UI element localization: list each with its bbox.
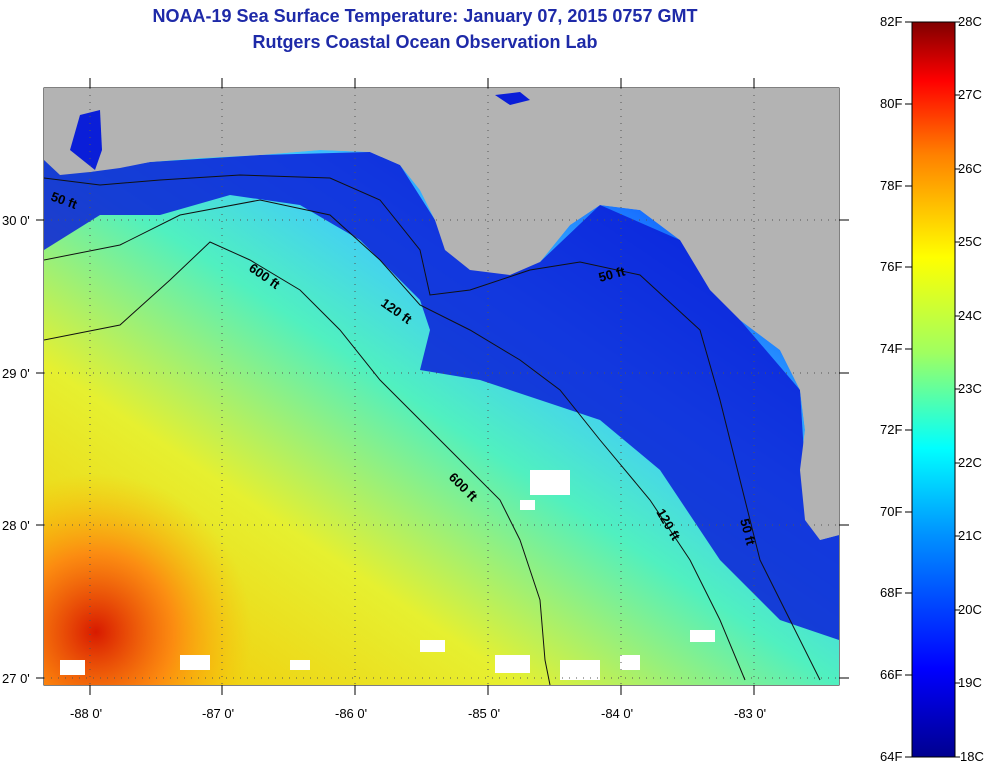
bay-shape: [495, 92, 530, 105]
y-tick-label: 29 0': [2, 366, 30, 381]
x-tick-label: -83 0': [734, 706, 766, 721]
colorbar-f-label: 70F: [880, 504, 903, 519]
y-tick-label: 30 0': [2, 213, 30, 228]
colorbar-c-label: 19C: [958, 675, 982, 690]
x-tick-label: -88 0': [70, 706, 102, 721]
grid-lines: [44, 88, 839, 685]
colorbar-c-label: 22C: [958, 455, 982, 470]
colorbar-c-label: 20C: [958, 602, 982, 617]
colorbar-c-label: 21C: [958, 528, 982, 543]
cloud-patches: [60, 470, 715, 680]
colorbar-f-label: 76F: [880, 259, 903, 274]
colorbar-c-label: 26C: [958, 161, 982, 176]
colorbar-c-label: 24C: [958, 308, 982, 323]
coastal-shelf: [44, 152, 839, 640]
colorbar-f-label: 64F: [880, 749, 903, 764]
colorbar-f-label: 66F: [880, 667, 903, 682]
colorbar-f-label: 68F: [880, 585, 903, 600]
x-tick-label: -86 0': [335, 706, 367, 721]
colorbar-c-label: 28C: [958, 14, 982, 29]
contour-label: 50 ft: [737, 517, 759, 547]
map-subtitle: Rutgers Coastal Ocean Observation Lab: [252, 32, 598, 52]
contour-label: 50 ft: [597, 263, 627, 285]
x-tick-label: -84 0': [601, 706, 633, 721]
land-mass: [44, 88, 839, 540]
colorbar-c-label: 18C: [960, 749, 984, 764]
colorbar-c-label: 23C: [958, 381, 982, 396]
map-title: NOAA-19 Sea Surface Temperature: January…: [152, 6, 698, 26]
x-tick-label: -85 0': [468, 706, 500, 721]
bay-shape: [70, 110, 102, 170]
y-tick-label: 28 0': [2, 518, 30, 533]
colorbar-c-label: 25C: [958, 234, 982, 249]
colorbar-f-label: 78F: [880, 178, 903, 193]
colorbar-f-label: 72F: [880, 422, 903, 437]
colorbar-f-label: 82F: [880, 14, 903, 29]
colorbar: [911, 21, 956, 758]
tick-marks: [36, 78, 849, 695]
colorbar-c-label: 27C: [958, 87, 982, 102]
x-tick-label: -87 0': [202, 706, 234, 721]
colorbar-ticks: [905, 21, 960, 758]
colorbar-f-label: 80F: [880, 96, 903, 111]
warm-water: [44, 420, 304, 685]
y-tick-label: 27 0': [2, 671, 30, 686]
colorbar-f-label: 74F: [880, 341, 903, 356]
depth-contours: [44, 174, 821, 685]
